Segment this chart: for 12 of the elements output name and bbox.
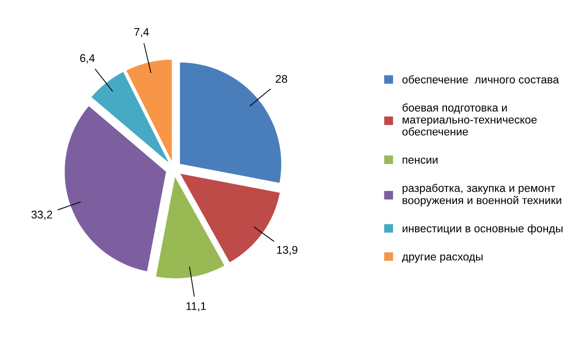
data-label: 28 [276, 74, 288, 83]
legend-label: обеспечение личного состава [402, 75, 559, 84]
legend-label: пенсии [402, 158, 438, 164]
data-label: 13,9 [277, 246, 298, 256]
legend-label: инвестиции в основные фонды [402, 224, 562, 235]
data-label: 11,1 [186, 302, 206, 312]
legend-label: разработка, закупка и ремонт вооружения и военной техники [402, 184, 562, 206]
data-label: 33,2 [31, 210, 52, 220]
legend-label: боевая подготовка и материально-техническое обеспечение [402, 103, 537, 136]
data-label: 7,4 [134, 28, 149, 38]
data-label: 6,4 [80, 54, 95, 64]
legend-label: другие расходы [402, 254, 483, 263]
